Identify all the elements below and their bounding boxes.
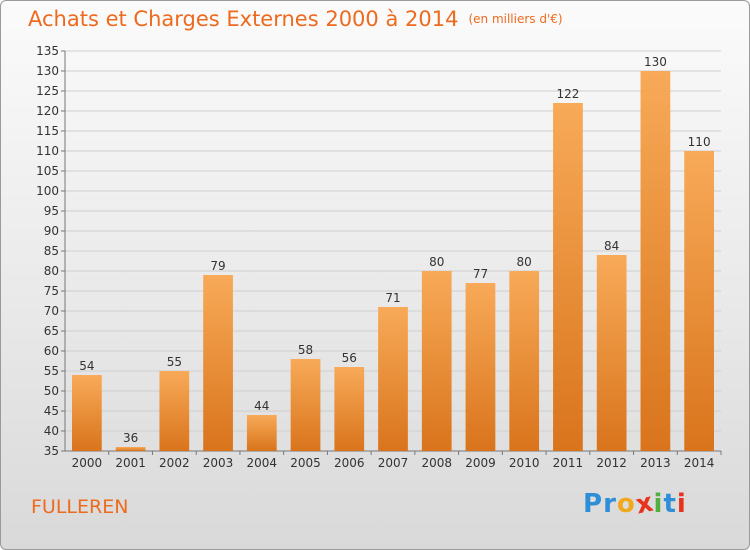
y-tick-label: 120 bbox=[36, 104, 59, 118]
data-label-2008: 80 bbox=[429, 255, 444, 269]
title-text: Achats et Charges Externes 2000 à 2014 bbox=[28, 7, 459, 31]
y-tick-label: 75 bbox=[44, 284, 59, 298]
x-tick-label-2012: 2012 bbox=[596, 456, 627, 470]
y-tick-label: 65 bbox=[44, 324, 59, 338]
y-tick-label: 110 bbox=[36, 144, 59, 158]
data-label-2009: 77 bbox=[473, 267, 488, 281]
logo-letter: t bbox=[663, 489, 677, 519]
bar-2012 bbox=[596, 255, 627, 451]
data-label-2013: 130 bbox=[644, 55, 667, 69]
bar-2005 bbox=[290, 359, 321, 451]
bar-2006 bbox=[334, 367, 365, 451]
x-tick-label-2000: 2000 bbox=[72, 456, 103, 470]
data-label-2001: 36 bbox=[123, 431, 138, 445]
data-label-2003: 79 bbox=[210, 259, 225, 273]
y-tick-label: 45 bbox=[44, 404, 59, 418]
x-tick-label-2005: 2005 bbox=[290, 456, 321, 470]
bar-2008 bbox=[421, 271, 452, 451]
y-tick-label: 60 bbox=[44, 344, 59, 358]
x-tick-label-2006: 2006 bbox=[334, 456, 365, 470]
data-label-2010: 80 bbox=[517, 255, 532, 269]
bars bbox=[71, 71, 715, 451]
bar-2010 bbox=[509, 271, 540, 451]
x-tick-label-2003: 2003 bbox=[203, 456, 234, 470]
y-tick-label: 40 bbox=[44, 424, 59, 438]
y-tick-label: 95 bbox=[44, 204, 59, 218]
x-tick-label-2010: 2010 bbox=[509, 456, 540, 470]
y-tick-label: 35 bbox=[44, 444, 59, 458]
bar-2011 bbox=[553, 103, 583, 451]
data-label-2012: 84 bbox=[604, 239, 619, 253]
data-label-2002: 55 bbox=[167, 355, 182, 369]
bar-2001 bbox=[115, 447, 146, 451]
data-label-2005: 58 bbox=[298, 343, 313, 357]
y-tick-label: 100 bbox=[36, 184, 59, 198]
x-tick-label-2011: 2011 bbox=[553, 456, 584, 470]
x-tick-label-2002: 2002 bbox=[159, 456, 190, 470]
x-tick-label-2001: 2001 bbox=[115, 456, 146, 470]
bar-2013 bbox=[640, 71, 671, 451]
proxiti-logo: Proxiti bbox=[583, 487, 687, 520]
y-tick-label: 50 bbox=[44, 384, 59, 398]
y-tick-label: 130 bbox=[36, 64, 59, 78]
bar-2007 bbox=[378, 307, 408, 451]
data-label-2007: 71 bbox=[385, 291, 400, 305]
chart-title: Achats et Charges Externes 2000 à 2014 (e… bbox=[28, 7, 563, 31]
y-tick-label: 90 bbox=[44, 224, 59, 238]
y-tick-label: 135 bbox=[36, 44, 59, 58]
logo-letter: i bbox=[676, 489, 687, 519]
y-tick-label: 55 bbox=[44, 364, 59, 378]
bar-2003 bbox=[203, 275, 233, 451]
labels: 35 40 45 50 55 60 65 70 75 80 85 90 95 100 105 110 115 12… bbox=[36, 44, 714, 470]
y-tick-label: 125 bbox=[36, 84, 59, 98]
x-tick-label-2009: 2009 bbox=[465, 456, 496, 470]
y-tick-label: 105 bbox=[36, 164, 59, 178]
data-label-2011: 122 bbox=[556, 87, 579, 101]
bar-2004 bbox=[246, 415, 277, 451]
y-tick-label: 70 bbox=[44, 304, 59, 318]
data-label-2014: 110 bbox=[688, 135, 711, 149]
bar-2000 bbox=[71, 375, 102, 451]
logo-letter: r bbox=[603, 489, 617, 519]
logo-letter: i bbox=[653, 489, 664, 519]
x-tick-label-2013: 2013 bbox=[640, 456, 671, 470]
locality-name: FULLEREN bbox=[31, 496, 129, 518]
x-tick-label-2008: 2008 bbox=[421, 456, 452, 470]
logo-letter: o bbox=[616, 489, 636, 519]
y-tick-label: 85 bbox=[44, 244, 59, 258]
unit-label: (en milliers d'€) bbox=[468, 12, 563, 26]
bar-2014 bbox=[684, 151, 715, 451]
logo-letter: P bbox=[583, 489, 604, 519]
x-tick-label-2014: 2014 bbox=[684, 456, 715, 470]
bar-2009 bbox=[465, 283, 496, 451]
x-tick-label-2004: 2004 bbox=[247, 456, 278, 470]
data-label-2000: 54 bbox=[79, 359, 94, 373]
data-label-2006: 56 bbox=[342, 351, 357, 365]
y-tick-label: 115 bbox=[36, 124, 59, 138]
x-tick-label-2007: 2007 bbox=[378, 456, 409, 470]
bar-2002 bbox=[159, 371, 190, 451]
data-label-2004: 44 bbox=[254, 399, 269, 413]
y-tick-label: 80 bbox=[44, 264, 59, 278]
